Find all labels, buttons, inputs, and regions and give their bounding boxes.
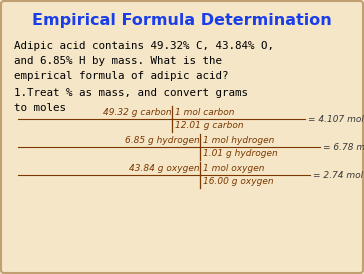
Text: 1.Treat % as mass, and convert grams: 1.Treat % as mass, and convert grams <box>14 88 248 98</box>
Text: = 4.107 mol carbon: = 4.107 mol carbon <box>308 115 364 124</box>
Text: 1 mol oxygen: 1 mol oxygen <box>203 164 265 173</box>
Text: and 6.85% H by mass. What is the: and 6.85% H by mass. What is the <box>14 56 222 66</box>
Text: = 2.74 mol oxygen: = 2.74 mol oxygen <box>313 170 364 179</box>
Text: 6.85 g hydrogen: 6.85 g hydrogen <box>125 136 200 145</box>
Text: empirical formula of adipic acid?: empirical formula of adipic acid? <box>14 71 229 81</box>
Text: 16.00 g oxygen: 16.00 g oxygen <box>203 177 274 186</box>
Text: = 6.78 mol hydrogen: = 6.78 mol hydrogen <box>323 142 364 152</box>
Text: 43.84 g oxygen: 43.84 g oxygen <box>129 164 200 173</box>
Text: Adipic acid contains 49.32% C, 43.84% O,: Adipic acid contains 49.32% C, 43.84% O, <box>14 41 274 51</box>
Text: 1 mol carbon: 1 mol carbon <box>175 108 234 117</box>
Text: to moles: to moles <box>14 103 66 113</box>
Text: 49.32 g carbon: 49.32 g carbon <box>103 108 172 117</box>
Text: 1 mol hydrogen: 1 mol hydrogen <box>203 136 274 145</box>
Text: 12.01 g carbon: 12.01 g carbon <box>175 121 244 130</box>
Text: Empirical Formula Determination: Empirical Formula Determination <box>32 13 332 28</box>
Text: 1.01 g hydrogen: 1.01 g hydrogen <box>203 149 278 158</box>
